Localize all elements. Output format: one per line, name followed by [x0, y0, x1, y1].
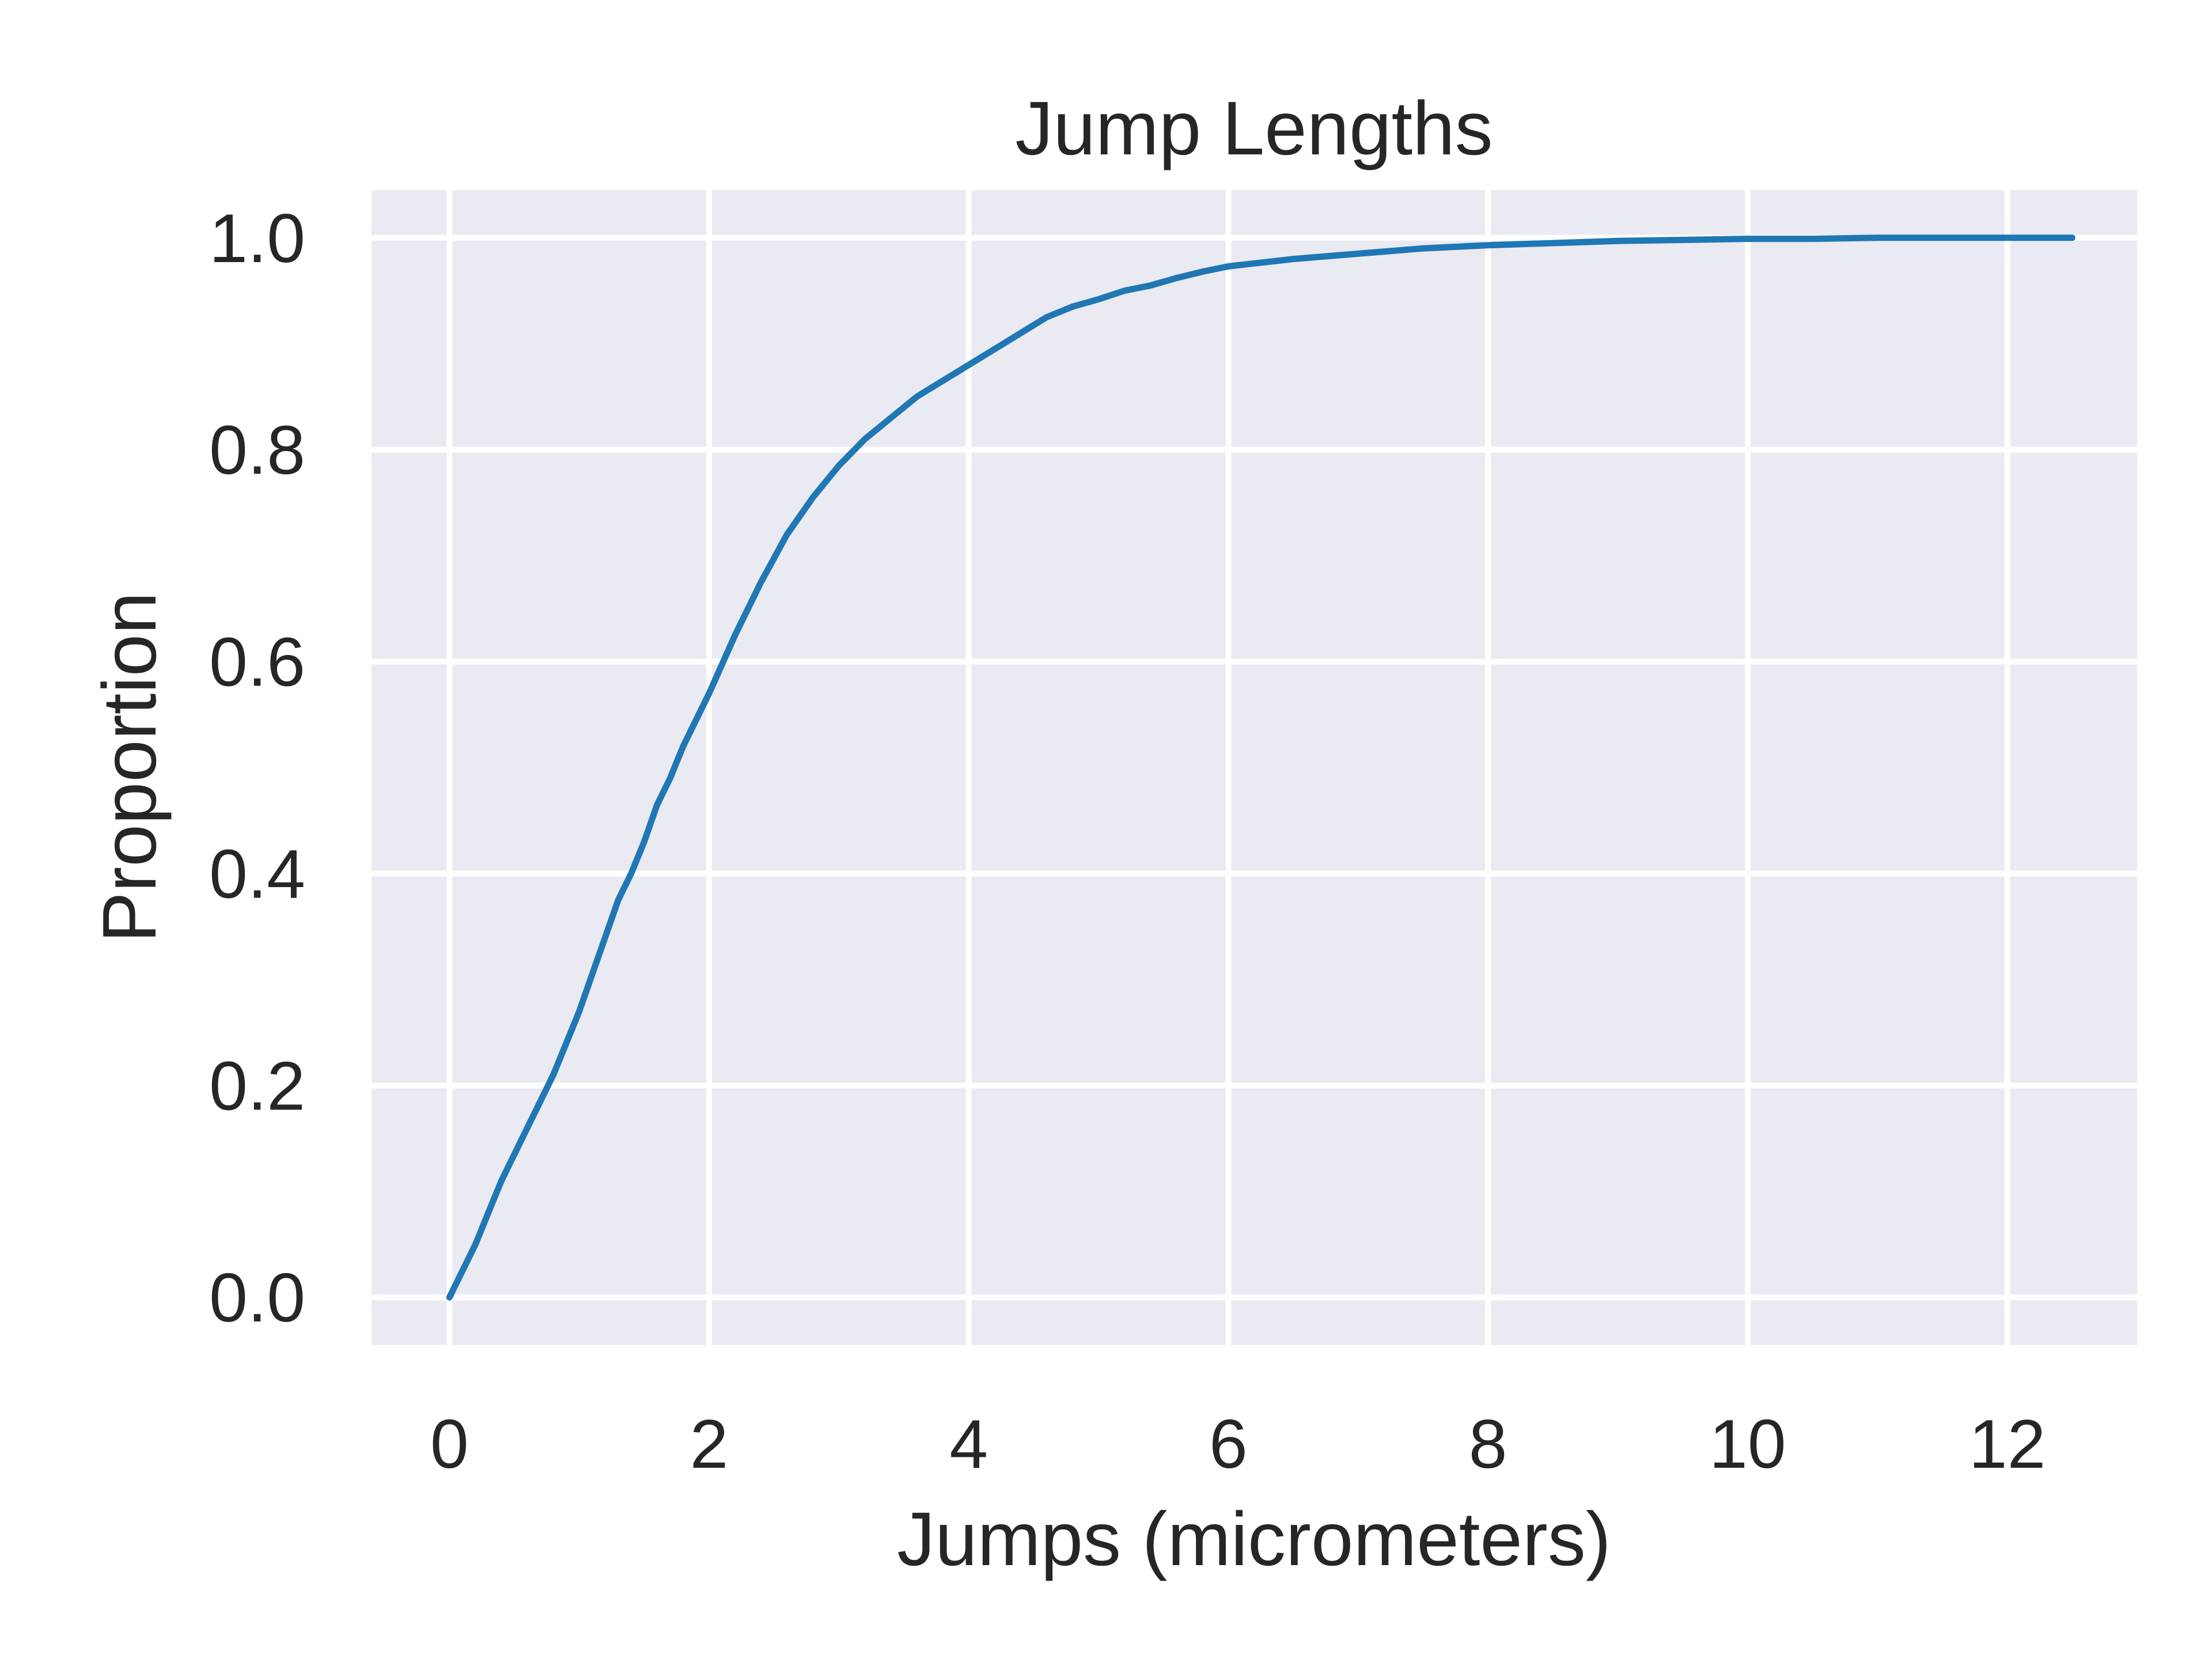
- series-line-0: [446, 234, 2075, 1301]
- y-tick-label: 0.0: [209, 1259, 305, 1336]
- y-tick-label: 0.8: [209, 412, 305, 489]
- x-tick-label: 6: [1209, 1406, 1248, 1483]
- x-tick-label: 0: [430, 1406, 469, 1483]
- grid-lines: [372, 190, 2137, 1345]
- x-axis-label: Jumps (micrometers): [897, 1497, 1611, 1581]
- x-tick-label: 4: [949, 1406, 988, 1483]
- x-axis-ticks: 0 2 4 6 8 10 12: [430, 1406, 2046, 1483]
- y-tick-label: 0.6: [209, 624, 305, 701]
- y-tick-label: 0.2: [209, 1047, 305, 1124]
- y-tick-label: 1.0: [209, 200, 305, 277]
- data-series: [446, 234, 2075, 1301]
- y-axis-ticks: 0.0 0.2 0.4 0.6 0.8 1.0: [209, 200, 305, 1336]
- chart-title: Jump Lengths: [1015, 86, 1493, 171]
- x-tick-label: 10: [1709, 1406, 1786, 1483]
- x-tick-label: 8: [1469, 1406, 1508, 1483]
- y-axis-label: Proportion: [87, 592, 172, 942]
- plot-area-background: [372, 190, 2137, 1345]
- x-tick-label: 2: [690, 1406, 729, 1483]
- x-tick-label: 12: [1969, 1406, 2046, 1483]
- y-tick-label: 0.4: [209, 835, 305, 912]
